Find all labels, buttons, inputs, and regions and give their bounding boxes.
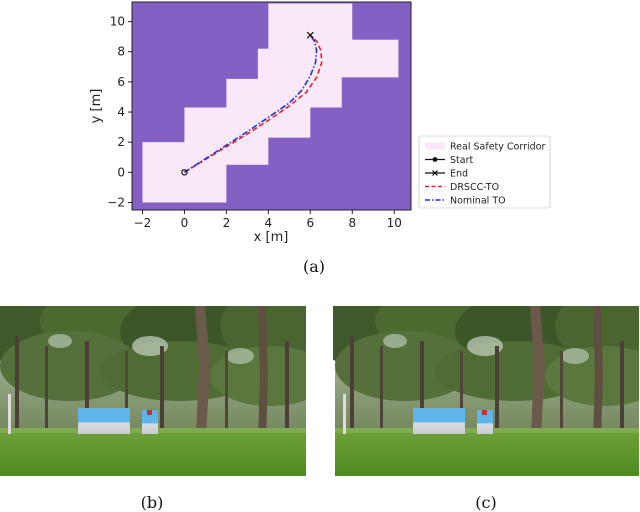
x-tick-label: 4	[265, 216, 273, 230]
y-axis-ticks: −2 0 2 4 6 8 10	[107, 15, 132, 209]
start-marker	[181, 169, 188, 176]
x-tick-label: −2	[134, 216, 152, 230]
legend-label: Real Safety Corridor	[450, 141, 545, 152]
end-marker	[306, 31, 314, 39]
x-axis-label: x [m]	[254, 230, 289, 245]
y-tick-label: 0	[117, 165, 125, 179]
y-tick-label: 10	[110, 15, 125, 29]
x-axis-ticks: −2 0 2 4 6 8 10	[134, 210, 402, 230]
caption-c: (c)	[475, 493, 496, 512]
legend-item: Real Safety Corridor	[425, 141, 545, 152]
y-tick-label: 8	[117, 45, 125, 59]
chart-legend: Real Safety Corridor Start End DRSCC-TO Nomi…	[418, 135, 551, 209]
y-tick-label: 2	[117, 135, 125, 149]
caption-a: (a)	[303, 257, 325, 276]
legend-item: DRSCC-TO	[425, 182, 499, 193]
y-tick-label: 6	[117, 75, 125, 89]
legend-label: Start	[450, 155, 473, 166]
caption-b: (b)	[141, 493, 164, 512]
legend-item: Start	[425, 155, 473, 166]
y-axis-label: y [m]	[89, 89, 104, 124]
photo-c	[333, 306, 639, 476]
legend-label: DRSCC-TO	[450, 182, 499, 193]
x-tick-label: 8	[348, 216, 356, 230]
x-tick-label: 2	[223, 216, 231, 230]
legend-swatch-corridor	[425, 142, 445, 150]
legend-item: Nominal TO	[425, 195, 506, 206]
trajectory-series	[183, 34, 323, 173]
y-tick-label: −2	[107, 195, 125, 209]
trajectory-chart: −2 0 2 4 6 8 10 −2 0 2 4 6 8 10 x [m] y [m] Real Saf…	[89, 1, 551, 245]
legend-item: End	[425, 168, 468, 179]
start-end-markers	[181, 31, 314, 176]
legend-box	[418, 135, 551, 209]
photo-b	[0, 306, 306, 476]
legend-label: Nominal TO	[450, 195, 506, 206]
series-line	[183, 34, 318, 173]
plot-frame	[131, 1, 412, 211]
series-line	[183, 34, 323, 173]
y-tick-label: 4	[117, 105, 125, 119]
legend-label: End	[450, 168, 468, 179]
x-tick-label: 6	[306, 216, 314, 230]
legend-swatch-start	[432, 157, 438, 162]
x-tick-label: 10	[387, 216, 402, 230]
x-tick-label: 0	[181, 216, 189, 230]
